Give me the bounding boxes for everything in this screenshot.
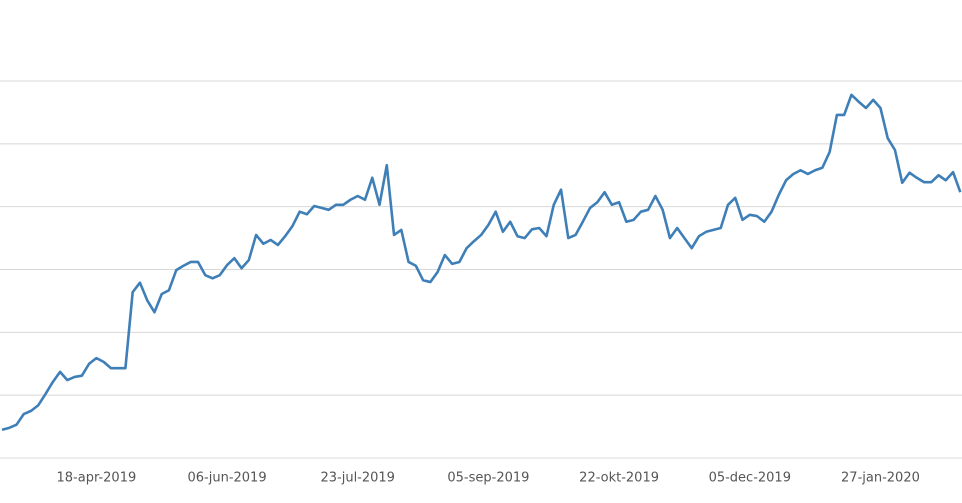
x-tick-label: 22-okt-2019	[579, 471, 659, 486]
x-tick-label: 06-jun-2019	[188, 471, 267, 486]
x-tick-label: 05-sep-2019	[447, 471, 529, 486]
x-tick-label: 18-apr-2019	[57, 471, 137, 486]
x-tick-label: 05-dec-2019	[709, 471, 791, 486]
x-tick-label: 23-jul-2019	[320, 471, 394, 486]
x-tick-label: 27-jan-2020	[841, 471, 920, 486]
data-line	[1, 93, 962, 431]
